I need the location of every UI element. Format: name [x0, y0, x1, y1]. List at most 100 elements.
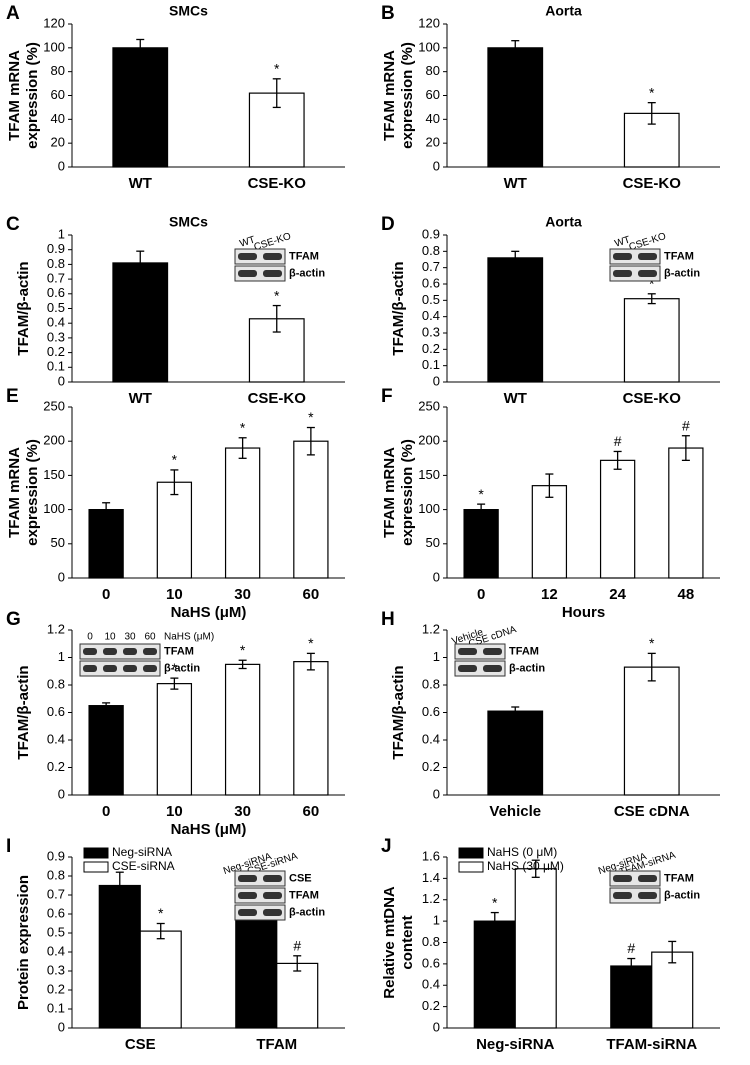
- y-tick-label: 80: [51, 63, 65, 78]
- y-tick-label: 80: [426, 63, 440, 78]
- y-tick-label: 0.1: [422, 357, 440, 372]
- y-tick-label: 0.1: [47, 359, 65, 374]
- x-axis-label: NaHS (μM): [171, 821, 247, 838]
- y-axis-label: expression (%): [24, 439, 41, 546]
- y-tick-label: 0.8: [47, 256, 65, 271]
- y-tick-label: 0.9: [422, 226, 440, 241]
- significance-marker: *: [649, 276, 655, 292]
- y-axis-label: TFAM/β-actin: [15, 261, 32, 355]
- x-tick-label: CSE-KO: [623, 390, 682, 407]
- panel-letter: F: [381, 386, 393, 407]
- bar: [473, 920, 516, 1029]
- bar: [235, 919, 278, 1029]
- y-tick-label: 20: [51, 135, 65, 150]
- blot-frame: [79, 660, 161, 677]
- bar: [610, 965, 653, 1029]
- significance-marker: *: [172, 452, 178, 468]
- significance-marker: *: [240, 419, 246, 435]
- y-tick-label: 0.6: [422, 704, 440, 719]
- blot-frame: [79, 643, 161, 660]
- blot-band: [458, 648, 477, 655]
- bar: [156, 683, 193, 796]
- error-bar: [531, 859, 540, 878]
- y-tick-label: 0: [58, 158, 65, 173]
- y-tick-label: 0.4: [422, 977, 440, 992]
- y-tick-label: 0: [433, 158, 440, 173]
- blot-band: [238, 875, 257, 882]
- blot-band: [638, 253, 657, 260]
- bar: [487, 710, 544, 796]
- error-bar: [511, 706, 520, 716]
- blot-band: [263, 892, 282, 899]
- bar: [463, 509, 499, 579]
- y-tick-label: 0.5: [47, 300, 65, 315]
- y-tick-label: 60: [51, 87, 65, 102]
- y-tick-label: 0.8: [422, 243, 440, 258]
- y-tick-label: 40: [51, 111, 65, 126]
- x-tick-label: 0: [102, 803, 110, 820]
- legend-label: Neg-siRNA: [112, 845, 172, 859]
- y-tick-label: 0.7: [422, 259, 440, 274]
- bar: [276, 962, 319, 1029]
- blot-band: [638, 892, 657, 899]
- blot-frame: [454, 643, 506, 660]
- error-bar: [272, 78, 281, 109]
- error-bar: [293, 955, 302, 972]
- y-tick-label: 0.2: [47, 759, 65, 774]
- blot-band: [263, 270, 282, 277]
- bar: [139, 930, 182, 1029]
- significance-marker: *: [274, 287, 280, 303]
- error-bar: [238, 437, 247, 459]
- legend-swatch: [458, 847, 484, 859]
- x-tick-label: CSE-KO: [248, 175, 307, 192]
- significance-marker: *: [649, 84, 655, 100]
- blot-band: [238, 270, 257, 277]
- error-bar: [306, 652, 315, 671]
- y-tick-label: 0: [58, 786, 65, 801]
- blot-column-label: 30: [124, 632, 136, 643]
- y-tick-label: 0.8: [47, 676, 65, 691]
- y-tick-label: 60: [426, 87, 440, 102]
- y-tick-label: 50: [51, 535, 65, 550]
- blot-row-label: TFAM: [509, 645, 539, 657]
- x-tick-label: CSE-KO: [623, 175, 682, 192]
- y-tick-label: 120: [418, 15, 440, 30]
- y-tick-label: 20: [426, 135, 440, 150]
- blot-band: [483, 648, 502, 655]
- blot-band: [103, 665, 117, 672]
- panel-letter: D: [381, 214, 395, 235]
- y-axis-label: Relative mtDNA: [381, 886, 398, 999]
- y-tick-label: 1.6: [422, 848, 440, 863]
- significance-marker: *: [478, 486, 484, 502]
- blot-band: [238, 253, 257, 260]
- significance-marker: #: [614, 433, 622, 449]
- error-bar: [545, 473, 554, 498]
- y-tick-label: 0.1: [47, 1000, 65, 1015]
- bar: [156, 481, 193, 579]
- x-tick-label: 10: [166, 586, 183, 603]
- blot-frame: [454, 660, 506, 677]
- blot-band: [638, 270, 657, 277]
- error-bar: [647, 652, 656, 682]
- blot-row-label: β-actin: [664, 267, 700, 279]
- panel-letter: A: [6, 3, 20, 24]
- x-tick-label: WT: [504, 390, 527, 407]
- bar: [293, 661, 329, 796]
- y-tick-label: 150: [418, 467, 440, 482]
- blot-band: [143, 648, 157, 655]
- y-axis-label: TFAM mRNA: [6, 50, 23, 141]
- blot-band: [103, 648, 117, 655]
- y-tick-label: 100: [418, 501, 440, 516]
- blot-column-label: WT: [238, 235, 256, 250]
- y-tick-label: 0.6: [422, 955, 440, 970]
- y-tick-label: 0: [58, 373, 65, 388]
- blot-column-label: 0: [87, 632, 93, 643]
- x-axis-label: NaHS (μM): [171, 604, 247, 621]
- error-bar: [627, 957, 636, 975]
- y-tick-label: 0.7: [47, 886, 65, 901]
- x-tick-label: 0: [102, 586, 110, 603]
- blot-band: [263, 253, 282, 260]
- x-tick-label: 48: [678, 586, 695, 603]
- y-tick-label: 40: [426, 111, 440, 126]
- x-tick-label: 60: [303, 803, 320, 820]
